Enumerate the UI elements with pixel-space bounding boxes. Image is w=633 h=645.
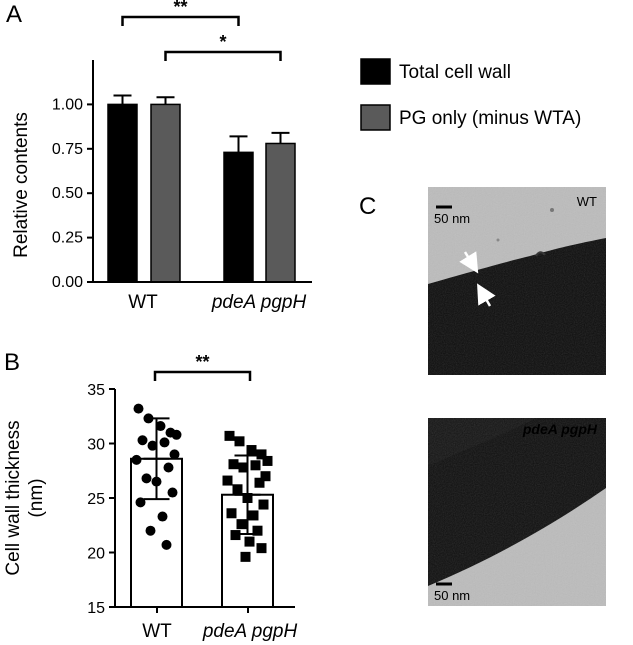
panel-a-significance-bracket	[164, 50, 282, 61]
micrograph-pdea-pgph: pdeA pgpH 50 nm	[428, 418, 606, 606]
panel-a-y-tick-label: 0.50	[52, 185, 83, 202]
micrograph-sample-label: WT	[577, 194, 597, 209]
panel-b-data-point	[133, 403, 144, 414]
panel-b-data-point	[171, 429, 182, 440]
panel-b-data-point	[141, 473, 152, 484]
legend: Total cell wall PG only (minus WTA)	[360, 58, 581, 131]
panel-b-y-tick-label: 30	[87, 437, 105, 454]
panel-c-letter: C	[359, 193, 376, 220]
panel-b-y-tick-label: 25	[87, 491, 105, 508]
panel-a-bar	[223, 151, 254, 283]
panel-b-y-tick-label: 15	[87, 600, 105, 617]
micrograph-sample-label: pdeA pgpH	[522, 421, 598, 437]
panel-b-data-point	[250, 460, 261, 471]
scale-bar-label: 50 nm	[434, 211, 470, 226]
panel-b-data-point	[248, 510, 259, 521]
panel-a-chart: 0.000.250.500.751.00 *** Relative conten…	[11, 0, 312, 313]
panel-b-data-point	[246, 445, 257, 456]
panel-b-data-point	[228, 459, 239, 470]
panel-b-data-point	[262, 455, 273, 466]
panel-a-y-tick-label: 0.25	[52, 230, 83, 247]
arrow-icon	[459, 251, 479, 274]
panel-a-category-label: WT	[128, 292, 158, 313]
panel-b-data-point	[256, 543, 267, 554]
panel-b-data-point	[232, 484, 243, 495]
panel-b-data-point	[258, 499, 269, 510]
panel-b-data-point	[157, 511, 168, 522]
panel-b-data-point	[230, 530, 241, 541]
scale-bar-label: 50 nm	[434, 588, 470, 603]
panel-b-data-point	[236, 519, 247, 530]
panel-b-data-point	[135, 497, 146, 508]
arrow-icon	[477, 283, 496, 307]
panel-a-y-tick-label: 0.75	[52, 141, 83, 158]
panel-b-y-tick-label: 35	[87, 382, 105, 399]
panel-b-data-point	[226, 508, 237, 519]
panel-b-data-point	[155, 421, 166, 432]
panel-b-data-point	[222, 475, 233, 486]
panel-b-data-point	[256, 449, 267, 460]
panel-b-y-tick-label: 20	[87, 546, 105, 563]
panel-b-data-point	[238, 462, 249, 473]
panel-b-data-point	[260, 471, 271, 482]
micrograph-wt: 50 nm WT	[428, 187, 606, 375]
panel-a-y-tick-label: 0.00	[52, 274, 83, 291]
panel-a-letter: A	[6, 1, 22, 28]
panel-a-bar	[265, 142, 296, 283]
panel-b-data-point	[244, 536, 255, 547]
panel-b-data-point	[167, 487, 178, 498]
panel-a-bar	[150, 103, 181, 283]
panel-a-significance-label: **	[173, 0, 187, 17]
panel-a-y-tick-label: 1.00	[52, 96, 83, 113]
panel-b-data-point	[169, 449, 180, 460]
panel-b-data-point	[240, 551, 251, 562]
panel-a-category-label: pdeA pgpH	[211, 292, 307, 313]
panel-a-bar	[107, 103, 138, 283]
panel-b-significance-bracket	[153, 370, 252, 381]
panel-b-data-point	[145, 525, 156, 536]
legend-label-pg-only: PG only (minus WTA)	[399, 108, 581, 129]
panel-b-data-point	[159, 437, 170, 448]
legend-swatch-pg-only	[360, 104, 391, 131]
panel-a-y-axis-label: Relative contents	[11, 112, 32, 258]
panel-b-data-point	[252, 525, 263, 536]
legend-label-total-cell-wall: Total cell wall	[399, 62, 511, 83]
panel-b-data-point	[137, 435, 148, 446]
panel-b-data-point	[224, 430, 235, 441]
legend-swatch-total-cell-wall	[360, 58, 391, 85]
panel-b-significance-label: **	[195, 352, 209, 372]
panel-b-data-point	[161, 539, 172, 550]
panel-b-chart: 15 20 25 30 35 ** Cell wall thickness (nm) W…	[3, 352, 297, 642]
panel-b-data-point	[131, 454, 142, 465]
panel-b-data-point	[254, 477, 265, 488]
panel-a-significance-bracket	[121, 15, 240, 26]
panel-b-letter: B	[4, 349, 20, 376]
panel-a-significance-label: *	[219, 32, 226, 52]
panel-b-category-label: WT	[142, 621, 172, 642]
panel-b-data-point	[163, 462, 174, 473]
panel-b-data-point	[234, 436, 245, 447]
panel-b-data-point	[147, 440, 158, 451]
panel-b-y-axis-label-line1: Cell wall thickness	[3, 420, 24, 575]
panel-b-y-axis-label-line2: (nm)	[26, 478, 47, 517]
panel-b-category-label: pdeA pgpH	[202, 621, 298, 642]
